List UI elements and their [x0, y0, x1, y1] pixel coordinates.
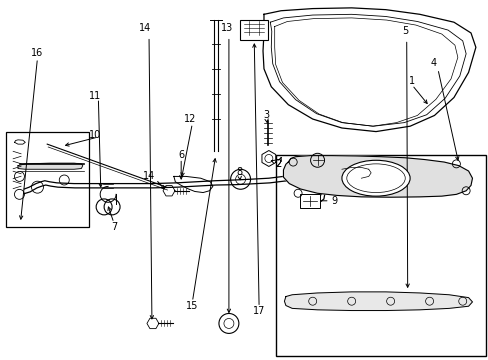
- Polygon shape: [18, 163, 82, 169]
- Bar: [276, 155, 485, 356]
- Text: 15: 15: [186, 301, 198, 311]
- Text: 2: 2: [275, 159, 281, 169]
- Polygon shape: [283, 156, 471, 197]
- Text: 3: 3: [263, 111, 269, 121]
- Text: 10: 10: [89, 130, 101, 140]
- Text: 6: 6: [178, 150, 184, 160]
- Text: 17: 17: [252, 306, 265, 316]
- Bar: [300, 194, 320, 208]
- Bar: [240, 20, 267, 40]
- Bar: [6, 132, 88, 226]
- Text: 5: 5: [401, 26, 407, 36]
- Text: 4: 4: [430, 58, 436, 68]
- Polygon shape: [284, 292, 471, 311]
- Text: 11: 11: [89, 91, 101, 101]
- Text: 14: 14: [143, 171, 155, 181]
- Text: 2: 2: [275, 159, 281, 169]
- Ellipse shape: [341, 160, 409, 196]
- Text: 16: 16: [31, 48, 43, 58]
- Text: 12: 12: [183, 114, 196, 124]
- Text: 14: 14: [138, 23, 150, 33]
- Text: 9: 9: [331, 196, 337, 206]
- Text: 13: 13: [221, 23, 233, 33]
- Text: 7: 7: [111, 222, 117, 231]
- Text: 8: 8: [236, 167, 242, 177]
- Text: 1: 1: [408, 76, 414, 86]
